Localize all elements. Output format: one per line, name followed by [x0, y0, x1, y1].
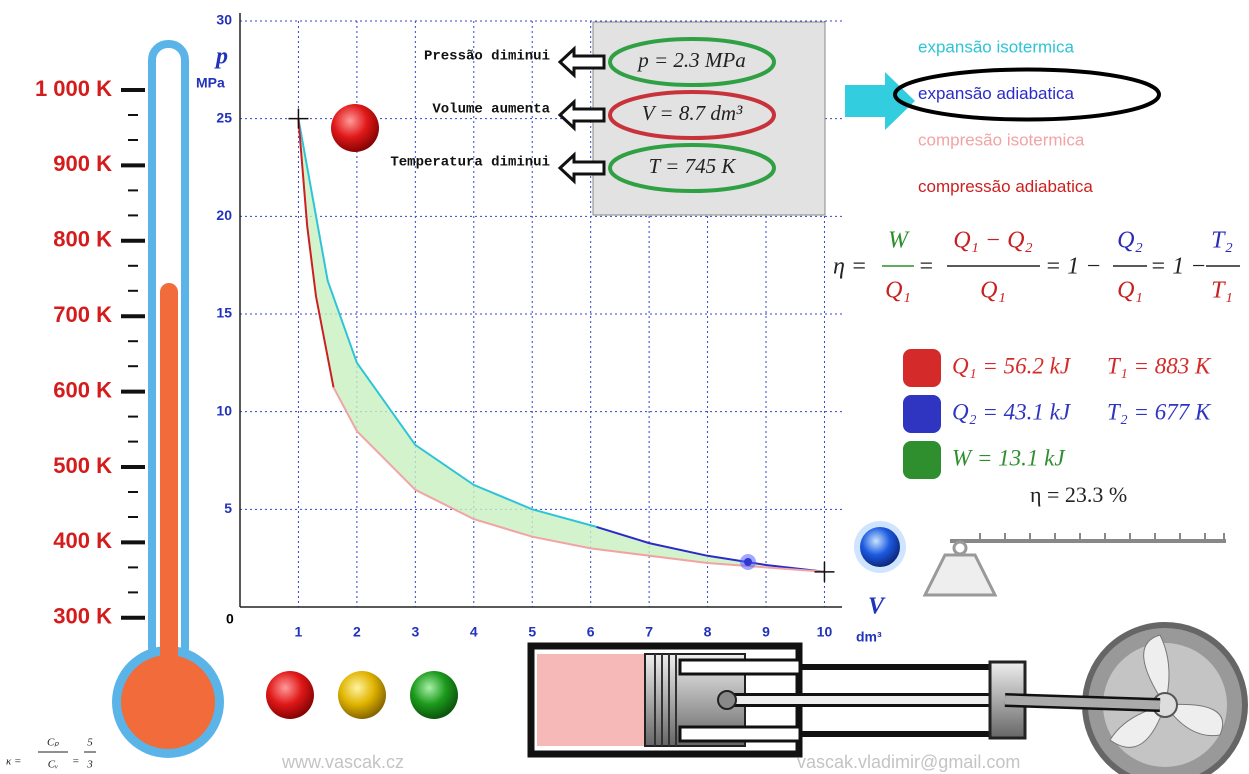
result-swatch: [903, 441, 941, 479]
temperature-label: 800 K: [53, 227, 112, 252]
y-tick-label: 20: [216, 207, 232, 223]
x-tick-label: 10: [817, 624, 833, 640]
kappa-num: Cₚ: [47, 737, 59, 749]
yellow-button[interactable]: [338, 671, 386, 719]
body: 1 000 K900 K800 K700 K600 K500 K400 K300…: [0, 0, 1249, 774]
formula-den: Q₁: [885, 278, 911, 304]
readout-note: Pressão diminui: [424, 49, 550, 65]
temperature-label: 600 K: [53, 377, 112, 402]
formula-eq: =: [918, 254, 934, 280]
formula-den: Q₁: [980, 278, 1006, 304]
temperature-label: 1 000 K: [35, 76, 112, 101]
result-heat: W = 13.1 kJ: [952, 445, 1066, 470]
engine-part: [537, 654, 645, 746]
legend-entry[interactable]: compressão adiabatica: [918, 177, 1093, 196]
thermometer-scale: 1 000 K 900 K 800 K 700 K 600 K 500 K 400 K 300…: [35, 76, 145, 629]
y-tick-label: 15: [216, 305, 232, 321]
formula-num: Q₁ − Q₂: [953, 228, 1033, 254]
readout-value: T = 745 K: [649, 154, 737, 178]
result-temperature: T₂ = 677 K: [1107, 399, 1212, 424]
selection-arrow: [845, 72, 915, 130]
kappa-eq: =: [72, 756, 79, 768]
formula-den: T₁: [1211, 278, 1233, 304]
kappa-frac-den: 3: [86, 759, 93, 771]
origin-label: 0: [226, 611, 234, 627]
x-tick-label: 3: [411, 624, 419, 640]
temperature-label: 500 K: [53, 453, 112, 478]
x-tick-label: 2: [353, 624, 361, 640]
formula-eq: = 1 −: [1045, 254, 1101, 280]
result-heat: Q₂ = 43.1 kJ: [952, 399, 1072, 424]
y-axis-label: p: [214, 44, 228, 70]
formula-num: W: [888, 228, 910, 254]
result-swatch: [903, 395, 941, 433]
temperature-label: 400 K: [53, 528, 112, 553]
x-axis-unit: dm³: [856, 629, 882, 645]
efficiency-formula: η = W Q₁ = Q₁ − Q₂ Q₁ = 1 − Q₂ Q₁ = 1 − …: [833, 228, 1240, 304]
kappa-lhs: κ =: [6, 756, 21, 768]
thermometer: [112, 44, 224, 758]
engine-part: [680, 727, 800, 741]
legend-entry[interactable]: expansão isotermica: [918, 37, 1074, 56]
balance-part: [954, 542, 966, 554]
x-tick-label: 5: [528, 624, 536, 640]
footer-site: www.vascak.cz: [281, 752, 404, 772]
y-tick-label: 25: [216, 109, 232, 125]
simulation: 1 000 K900 K800 K700 K600 K500 K400 K300…: [0, 0, 1249, 774]
x-tick-label: 9: [762, 624, 770, 640]
x-tick-label: 7: [645, 624, 653, 640]
result-swatch: [903, 349, 941, 387]
formula-num: Q₂: [1117, 228, 1143, 254]
result-heat: Q₁ = 56.2 kJ: [952, 353, 1072, 378]
formula-lhs: η =: [833, 254, 867, 280]
y-tick-label: 30: [216, 12, 232, 28]
readouts: p = 2.3 MPa Pressão diminui V = 8.7 dm³ Vol…: [390, 39, 774, 191]
engine-part: [1005, 700, 1160, 705]
x-tick-label: 8: [704, 624, 712, 640]
x-tick-label: 6: [587, 624, 595, 640]
kappa-frac-num: 5: [87, 737, 93, 749]
process-curve: [298, 119, 596, 527]
green-button[interactable]: [410, 671, 458, 719]
balance: [925, 533, 1226, 595]
red-button[interactable]: [266, 671, 314, 719]
thermometer-part: [121, 655, 215, 749]
engine-part: [718, 691, 736, 709]
hot-reservoir-button[interactable]: [331, 104, 379, 152]
kappa-den: Cᵥ: [48, 759, 58, 771]
result-temperature: T₁ = 883 K: [1107, 353, 1212, 378]
page: Carnot cycle simulation { "thermometer":…: [0, 0, 1249, 774]
x-tick-label: 4: [470, 624, 478, 640]
efficiency-value: η = 23.3 %: [1030, 482, 1127, 507]
readout-note: Volume aumenta: [432, 102, 550, 118]
footer-email: vascak.vladimir@gmail.com: [797, 752, 1020, 772]
results: Q₁ = 56.2 kJ T₁ = 883 K Q₂ = 43.1 kJ T₂ = 6…: [903, 349, 1212, 479]
balance-part: [925, 555, 995, 595]
readout-value: p = 2.3 MPa: [636, 48, 746, 72]
state-point-part: [744, 558, 752, 566]
state-point: [740, 554, 756, 570]
y-tick-label: 5: [224, 500, 232, 516]
kappa-formula: κ = Cₚ Cᵥ = 5 3: [6, 737, 96, 771]
engine-part: [680, 660, 800, 674]
legend-entry[interactable]: expansão adiabatica: [918, 84, 1075, 103]
readout-value: V = 8.7 dm³: [642, 101, 743, 125]
y-axis-unit: MPa: [196, 75, 225, 91]
temperature-label: 700 K: [53, 302, 112, 327]
process-legend[interactable]: expansão isotermica expansão adiabatica co…: [895, 37, 1159, 196]
x-axis-label: V: [868, 594, 886, 620]
y-tick-label: 10: [216, 402, 232, 418]
corner-marker: [288, 109, 308, 129]
formula-eq: = 1 −: [1150, 254, 1206, 280]
legend-entry[interactable]: compresão isotermica: [918, 130, 1085, 149]
thermometer-part: [160, 283, 178, 663]
temperature-label: 300 K: [53, 604, 112, 629]
x-tick-label: 1: [295, 624, 303, 640]
cold-reservoir-button[interactable]: [860, 527, 900, 567]
readout-note: Temperatura diminui: [390, 155, 550, 171]
formula-num: T₂: [1211, 228, 1233, 254]
corner-marker: [814, 562, 834, 582]
formula-den: Q₁: [1117, 278, 1143, 304]
temperature-label: 900 K: [53, 151, 112, 176]
